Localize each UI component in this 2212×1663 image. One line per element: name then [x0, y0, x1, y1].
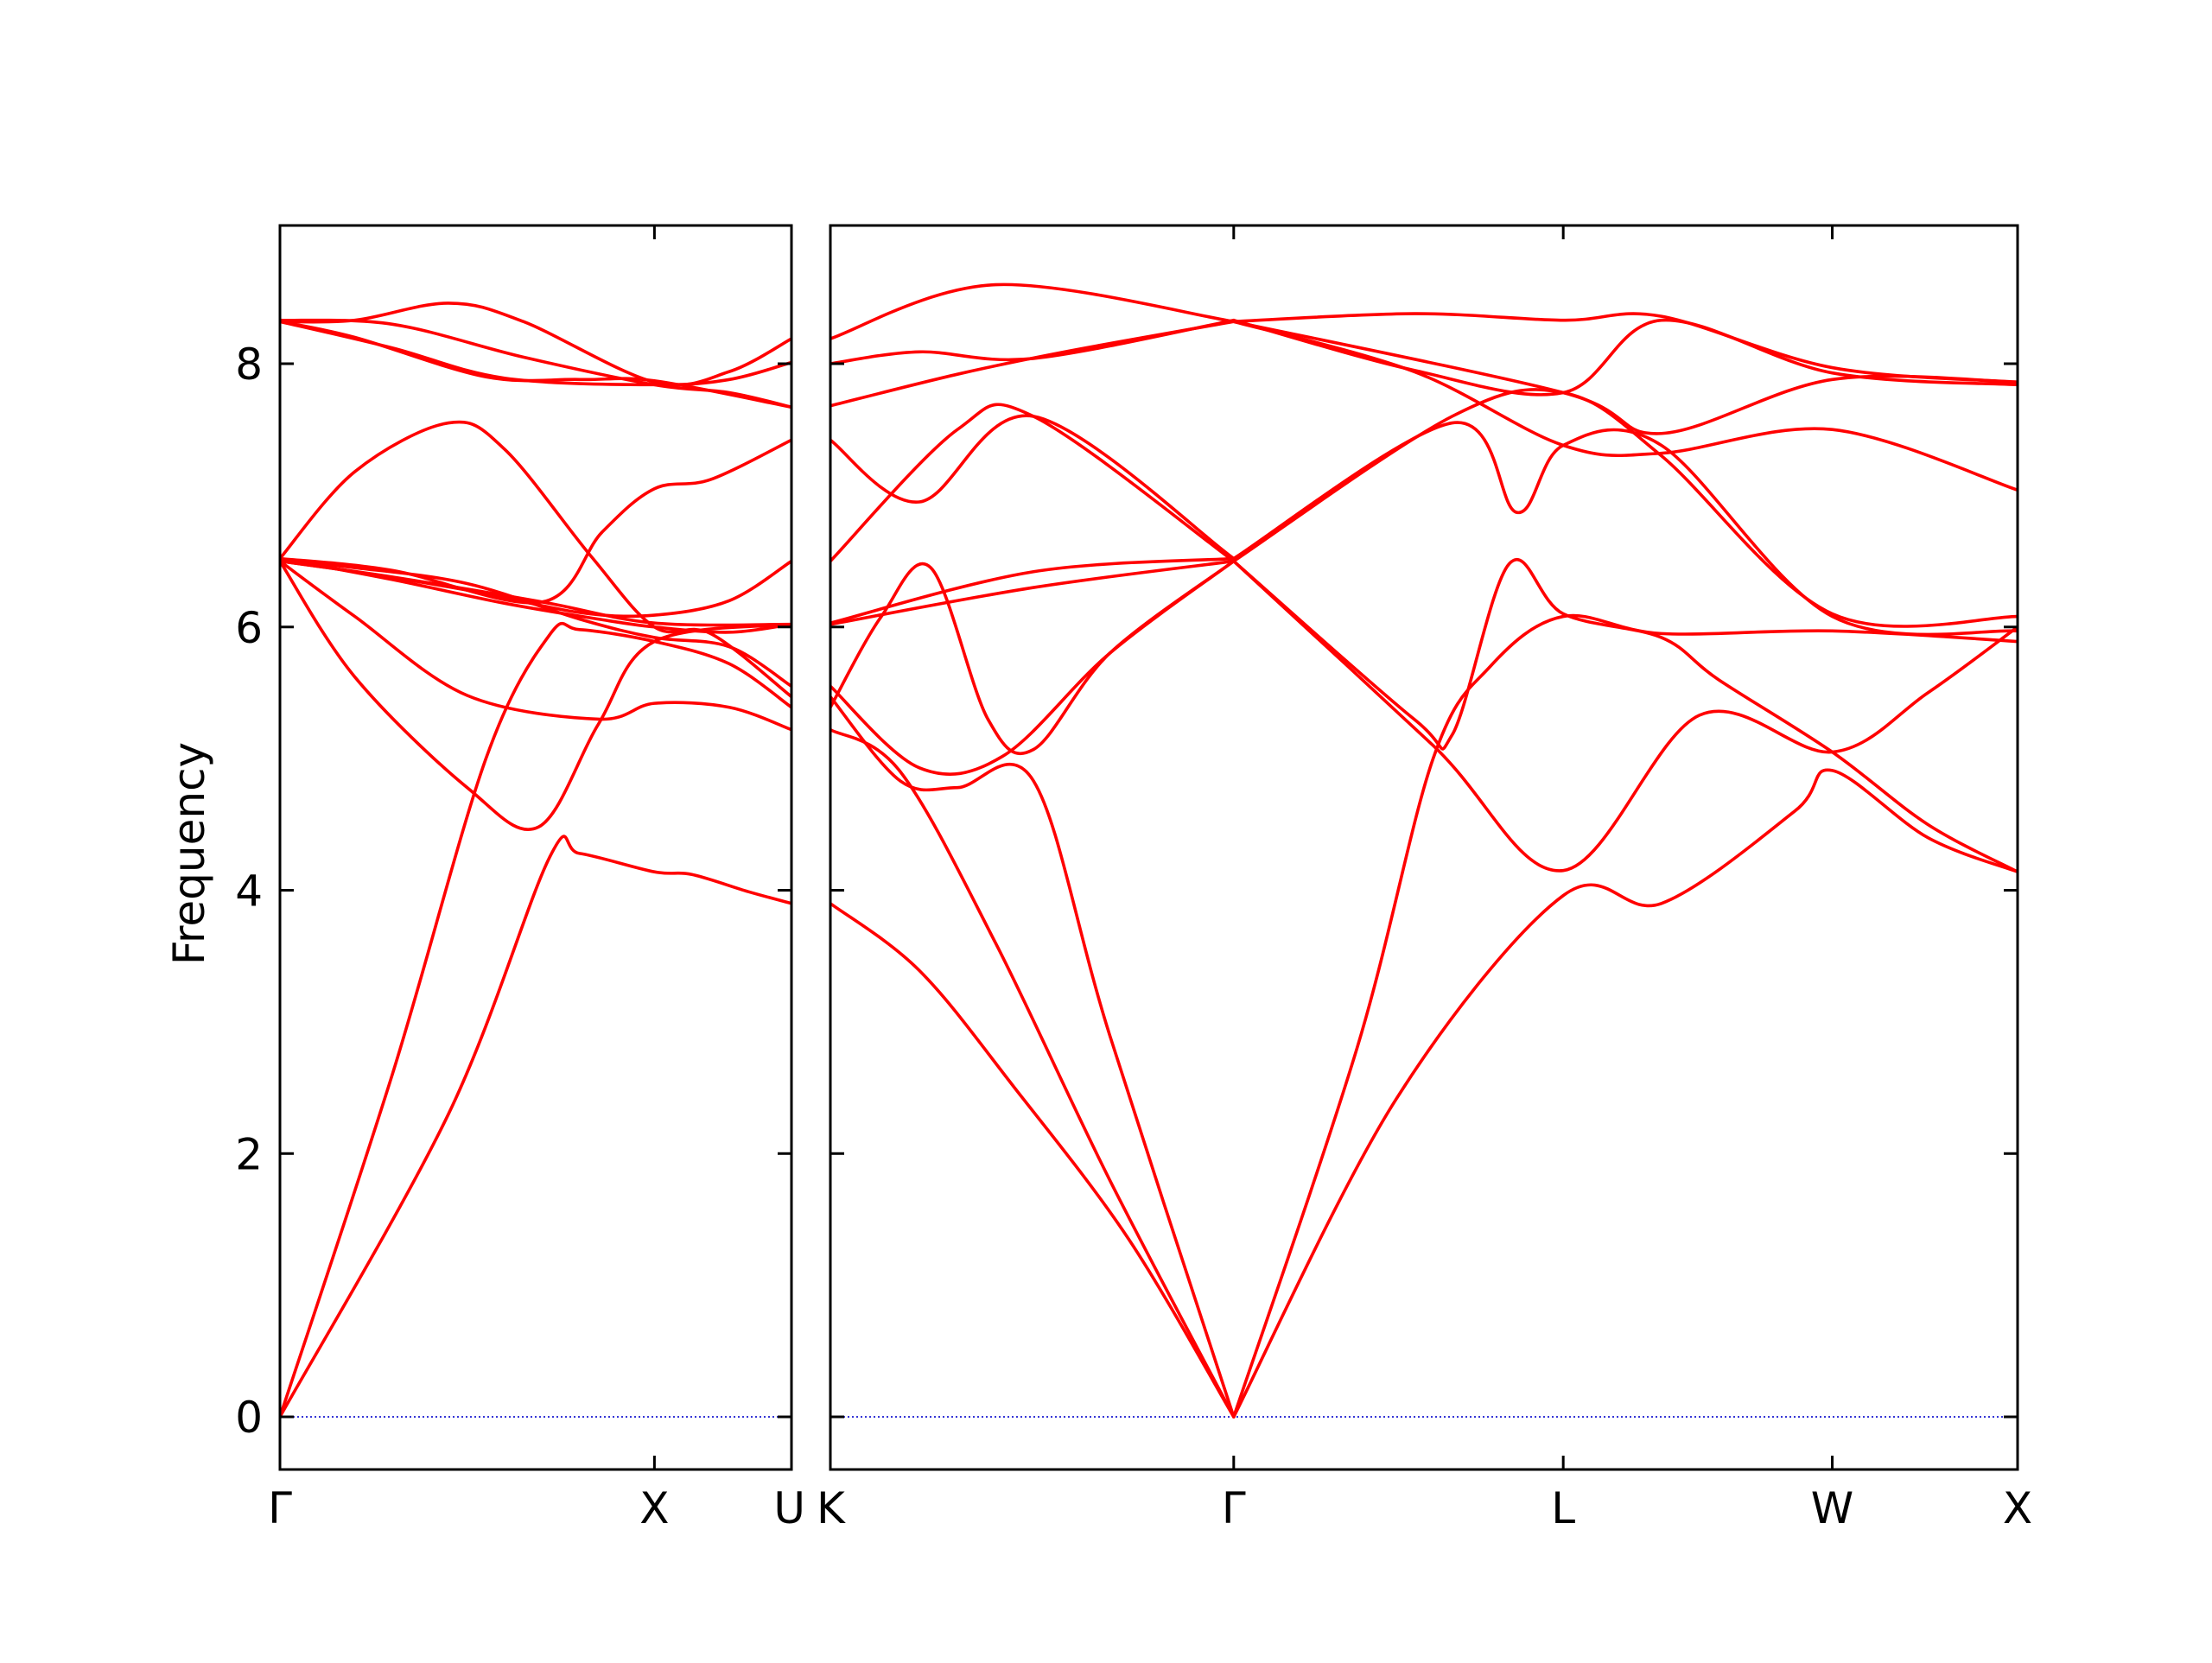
- y-tick-label: 4: [235, 866, 263, 917]
- x-tick-label: Γ: [268, 1483, 292, 1533]
- band-line-22: [1232, 320, 2018, 435]
- band-line-3: [280, 559, 791, 831]
- band-line-1: [280, 835, 791, 1419]
- band-line-15: [1232, 559, 2018, 873]
- plot-frame: [829, 224, 2019, 1471]
- band-line-3: [830, 695, 1236, 1419]
- panel-1: 0 2 4 6 8 Γ X U: [235, 224, 805, 1533]
- plot-frame: [278, 224, 793, 1471]
- band-line-11: [280, 556, 791, 634]
- band-line-20: [1232, 312, 2018, 384]
- y-tick-label: 2: [235, 1129, 263, 1179]
- x-tick-label: L: [1551, 1483, 1575, 1533]
- y-axis-title: Frequency: [164, 742, 214, 965]
- band-line-10: [280, 559, 791, 689]
- band-line-7: [830, 556, 1236, 625]
- band-group: [280, 301, 791, 1419]
- x-tick-label: W: [1811, 1483, 1853, 1533]
- band-line-13: [1232, 613, 2018, 1419]
- band-group: [830, 282, 2018, 1419]
- y-tick-label: 6: [235, 603, 263, 653]
- x-tick-label: Γ: [1222, 1483, 1246, 1533]
- band-line-6: [830, 559, 1236, 626]
- x-tick-label: K: [817, 1483, 846, 1533]
- band-line-14: [1232, 768, 2018, 1419]
- band-line-13: [280, 318, 791, 409]
- band-line-2: [830, 727, 1236, 1419]
- band-line-2: [280, 621, 791, 1419]
- band-line-11: [830, 318, 1236, 365]
- x-tick-label: X: [2003, 1483, 2032, 1533]
- y-tick-label: 8: [235, 340, 263, 390]
- band-line-9: [830, 414, 1236, 561]
- x-tick-label: U: [773, 1483, 805, 1533]
- panels: 0 2 4 6 8 Γ X U K Γ L W X: [235, 224, 2032, 1533]
- x-tick-label: X: [639, 1483, 669, 1533]
- y-tick-label: 0: [235, 1393, 263, 1443]
- band-line-12: [280, 320, 791, 387]
- band-line-16: [1232, 558, 2018, 873]
- band-line-12: [830, 282, 1236, 340]
- band-line-1: [830, 901, 1236, 1419]
- band-line-14: [280, 559, 791, 732]
- band-line-8: [830, 403, 1236, 563]
